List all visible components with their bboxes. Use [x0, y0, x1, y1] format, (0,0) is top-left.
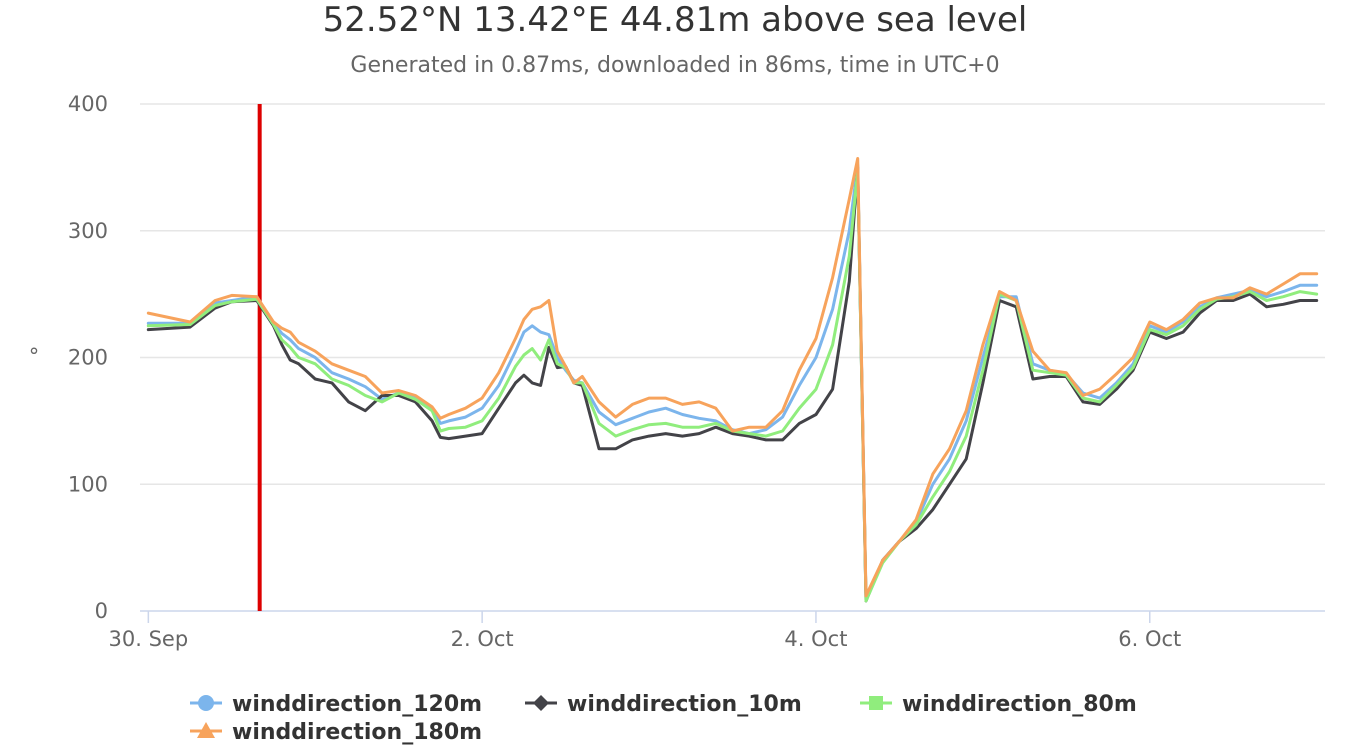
legend-label-winddirection_10m: winddirection_10m	[567, 692, 802, 717]
chart-subtitle: Generated in 0.87ms, downloaded in 86ms,…	[350, 53, 1000, 78]
series-line-winddirection_10m	[146, 165, 1319, 603]
x-tick-label: 4. Oct	[784, 627, 847, 651]
legend-marker-winddirection_80m	[869, 696, 883, 710]
legend-label-winddirection_180m: winddirection_180m	[232, 720, 482, 745]
x-tick-label: 2. Oct	[451, 627, 514, 651]
series-line-winddirection_80m	[146, 168, 1319, 603]
legend-label-winddirection_80m: winddirection_80m	[902, 692, 1137, 717]
y-tick-label: 400	[68, 92, 108, 116]
x-tick-label: 6. Oct	[1118, 627, 1181, 651]
axes: 0 100 200 300 400 ° 30. Sep 2. Oct 4. Oct 6. Oct	[29, 92, 1325, 651]
legend-label-winddirection_120m: winddirection_120m	[232, 692, 482, 717]
y-tick-label: 200	[68, 346, 108, 370]
legend-marker-winddirection_120m	[198, 695, 214, 711]
y-tick-label: 100	[68, 472, 108, 496]
y-axis-label: °	[29, 345, 40, 369]
series-line-winddirection_180m	[146, 157, 1319, 598]
series-lines	[146, 157, 1319, 603]
x-tick-label: 30. Sep	[109, 627, 189, 651]
y-tick-label: 300	[68, 219, 108, 243]
y-tick-label: 0	[95, 599, 108, 623]
legend-marker-winddirection_10m	[533, 695, 549, 711]
chart-title: 52.52°N 13.42°E 44.81m above sea level	[322, 0, 1028, 40]
grid-lines	[140, 103, 1325, 485]
series-line-winddirection_120m	[146, 163, 1319, 600]
legend-marker-winddirection_180m	[197, 722, 215, 738]
legend: winddirection_120m winddirection_10m windd…	[190, 692, 1137, 745]
